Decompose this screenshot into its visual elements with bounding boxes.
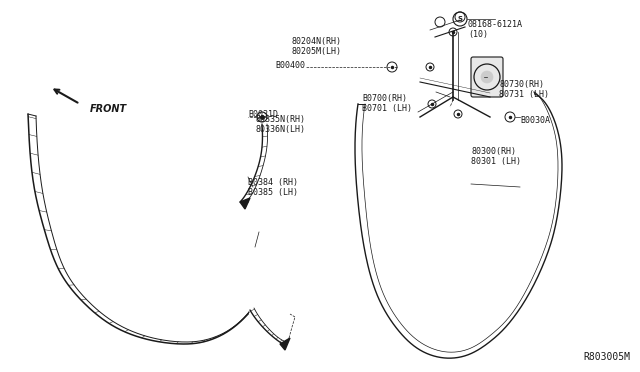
Text: S: S xyxy=(458,16,463,22)
FancyBboxPatch shape xyxy=(471,57,503,97)
Text: B00400: B00400 xyxy=(275,61,305,70)
Text: 80300(RH)
80301 (LH): 80300(RH) 80301 (LH) xyxy=(471,147,521,166)
Text: B0700(RH)
B0701 (LH): B0700(RH) B0701 (LH) xyxy=(362,94,412,113)
Polygon shape xyxy=(280,338,290,350)
Circle shape xyxy=(481,71,493,83)
Text: 80335N(RH)
80336N(LH): 80335N(RH) 80336N(LH) xyxy=(256,115,306,134)
Text: FRONT: FRONT xyxy=(90,104,127,114)
Text: B0030A: B0030A xyxy=(520,115,550,125)
Text: R803005M: R803005M xyxy=(583,352,630,362)
Text: B0384 (RH)
B0385 (LH): B0384 (RH) B0385 (LH) xyxy=(248,178,298,198)
Text: B0031D: B0031D xyxy=(248,109,278,119)
Text: 80730(RH)
80731 (LH): 80730(RH) 80731 (LH) xyxy=(499,80,549,99)
Text: 80204N(RH)
80205M(LH): 80204N(RH) 80205M(LH) xyxy=(292,37,342,57)
Text: 08168-6121A
(10): 08168-6121A (10) xyxy=(468,20,523,39)
Polygon shape xyxy=(240,198,250,209)
